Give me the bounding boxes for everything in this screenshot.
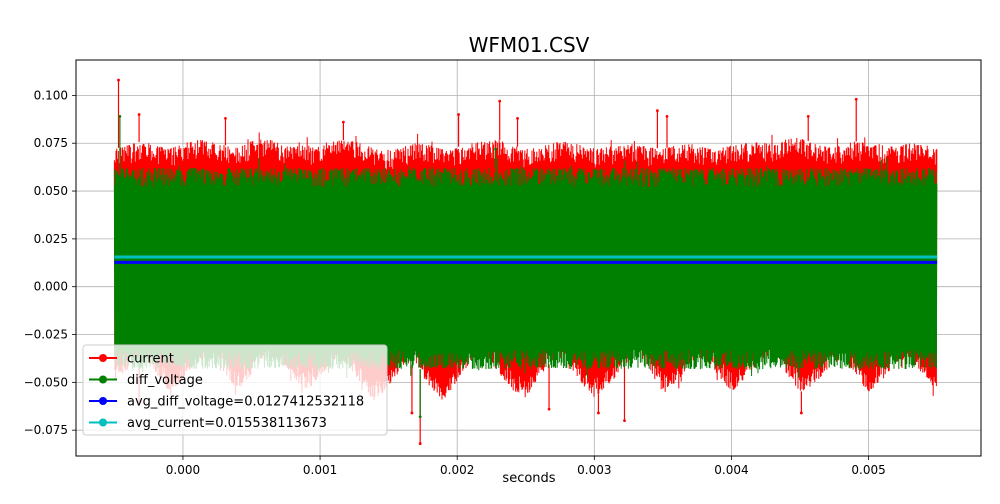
x-tick-label: 0.002	[440, 463, 474, 477]
series-trace	[113, 157, 938, 379]
x-tick-label: 0.005	[851, 463, 885, 477]
spike-marker	[418, 415, 422, 419]
spike-marker	[597, 411, 600, 415]
legend: current diff_voltage avg_diff_voltage=0.01…	[82, 344, 388, 436]
legend-label: avg_current=0.015538113673	[127, 416, 327, 431]
spike-marker	[410, 411, 414, 415]
x-axis-label: seconds	[502, 471, 555, 486]
legend-item: current	[89, 352, 174, 367]
spike-marker	[665, 115, 669, 118]
spike-marker	[341, 120, 345, 124]
y-tick-label: 0.000	[34, 280, 68, 294]
y-tick-label: 0.025	[34, 232, 68, 246]
spike-marker	[137, 113, 141, 116]
x-tick-label: 0.001	[303, 463, 337, 477]
legend-marker	[99, 397, 107, 405]
x-tick-label: 0.000	[166, 463, 200, 477]
spike-marker	[547, 407, 551, 411]
legend-item: avg_diff_voltage=0.0127412532118	[89, 395, 364, 410]
spike-marker	[224, 116, 227, 120]
legend-label: current	[127, 352, 174, 367]
y-axis: −0.075 −0.050 −0.025 0.000 0.025 0.050 0.075 0.…	[24, 88, 76, 437]
spike-marker	[623, 419, 626, 423]
legend-marker	[99, 354, 107, 362]
x-tick-label: 0.003	[577, 463, 611, 477]
legend-marker	[99, 375, 107, 384]
spike-marker	[799, 411, 803, 415]
y-tick-label: −0.050	[24, 375, 68, 389]
y-tick-label: 0.050	[34, 184, 68, 198]
legend-item: avg_current=0.015538113673	[89, 416, 327, 431]
spike-marker	[418, 442, 422, 445]
spike-marker	[655, 109, 659, 113]
x-axis: 0.000 0.001 0.002 0.003 0.004 0.005	[166, 456, 886, 477]
spike-marker	[516, 116, 519, 120]
spike-marker	[854, 97, 858, 101]
legend-box	[82, 344, 388, 436]
y-tick-label: 0.100	[34, 88, 68, 102]
y-tick-label: 0.075	[34, 136, 68, 150]
spike-marker	[457, 113, 460, 116]
x-tick-label: 0.004	[714, 463, 748, 477]
y-tick-label: −0.025	[24, 328, 68, 342]
legend-marker	[99, 418, 107, 427]
spike-marker	[806, 115, 810, 118]
spike-marker	[494, 147, 497, 151]
spike-marker	[117, 78, 120, 82]
legend-label: avg_diff_voltage=0.0127412532118	[127, 395, 364, 410]
spike-marker	[498, 99, 502, 103]
axes-frame	[75, 59, 982, 457]
y-tick-label: −0.075	[24, 423, 68, 437]
spike-marker	[118, 115, 122, 118]
plot-area	[113, 78, 938, 445]
series-diff-voltage	[113, 115, 938, 419]
chart-title: WFM01.CSV	[469, 33, 590, 57]
legend-item: diff_voltage	[89, 373, 203, 388]
legend-label: diff_voltage	[127, 373, 203, 388]
